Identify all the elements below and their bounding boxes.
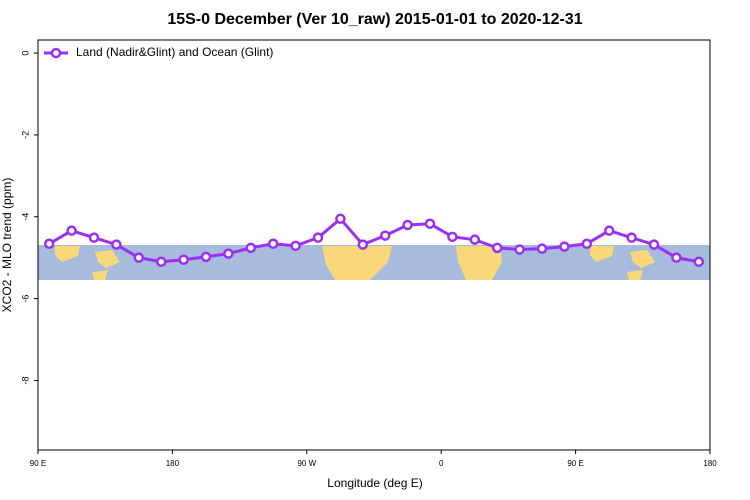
point <box>603 225 615 236</box>
point <box>43 238 55 250</box>
point <box>66 225 77 236</box>
x-axis-label: Longitude (deg E) <box>327 476 422 490</box>
point <box>581 238 593 250</box>
point <box>447 231 458 243</box>
point <box>178 254 189 265</box>
point <box>155 256 167 268</box>
y-tick-label: -4 <box>20 213 30 221</box>
point <box>245 242 257 254</box>
point <box>267 238 279 250</box>
point <box>357 239 369 250</box>
y-tick-label: -6 <box>20 295 30 303</box>
point <box>469 234 481 245</box>
x-tick-label: 0 <box>439 459 444 468</box>
x-tick-label: 90 E <box>567 459 583 468</box>
point <box>312 232 324 243</box>
point <box>536 243 548 254</box>
point <box>424 218 436 229</box>
legend-label: Land (Nadir&Glint) and Ocean (Glint) <box>76 45 273 59</box>
point <box>491 242 503 254</box>
point <box>200 251 212 263</box>
x-tick-label: 180 <box>166 459 180 468</box>
y-tick-label: -2 <box>20 131 30 139</box>
x-tick-label: 180 <box>703 459 717 468</box>
point <box>290 240 301 252</box>
chart-title: 15S-0 December (Ver 10_raw) 2015-01-01 t… <box>167 11 582 28</box>
map-strip <box>38 245 710 280</box>
point <box>88 232 100 243</box>
point <box>379 230 391 241</box>
x-tick-label: 90 W <box>297 459 316 468</box>
y-axis-label: XCO2 - MLO trend (ppm) <box>0 178 14 313</box>
point <box>223 248 234 259</box>
y-tick-label: 0 <box>20 51 30 56</box>
plot-frame <box>37 39 711 451</box>
point <box>335 213 346 225</box>
point <box>402 219 413 231</box>
y-tick-label: -8 <box>20 376 30 384</box>
point <box>111 239 122 250</box>
point <box>559 241 570 252</box>
point <box>133 252 145 263</box>
point <box>671 252 682 263</box>
x-tick-label: 90 E <box>30 459 46 468</box>
legend-marker <box>50 47 62 59</box>
point <box>648 239 660 250</box>
point <box>626 232 637 243</box>
point <box>693 256 705 268</box>
point <box>514 244 525 255</box>
